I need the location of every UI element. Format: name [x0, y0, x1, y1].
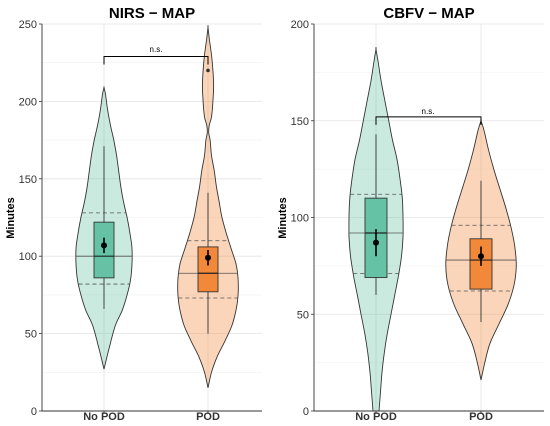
plot-area: 0 50 100 150 200: [291, 19, 544, 418]
plot-area: 0 50 100 150 200 250: [19, 19, 262, 418]
mean-point: [205, 254, 211, 261]
y-tick-label: 250: [19, 19, 37, 31]
x-tick-label-no-pod: No POD: [355, 411, 397, 423]
chart-title: CBFV − MAP: [383, 5, 474, 22]
y-tick-label: 100: [19, 251, 37, 263]
x-tick-label-pod: POD: [196, 411, 220, 423]
y-tick-label: 100: [291, 213, 309, 225]
y-tick-label: 200: [291, 19, 309, 31]
y-tick-label: 0: [31, 406, 37, 418]
y-tick-label: 50: [297, 309, 309, 321]
violin-group: [445, 119, 517, 381]
violin-group: [75, 86, 133, 370]
x-tick-label-pod: POD: [469, 411, 493, 423]
mean-point: [478, 253, 484, 260]
box: [197, 246, 219, 293]
chart-title: NIRS − MAP: [109, 5, 195, 22]
y-tick-label: 200: [19, 96, 37, 108]
chart-panel-cbfv-map: 0 50 100 150 200 CBFV − MAP Minutes No POD P…: [277, 5, 544, 423]
y-axis-label: Minutes: [5, 197, 17, 239]
mean-point: [101, 242, 107, 249]
violin-group: [348, 47, 404, 412]
significance-label: n.s.: [150, 45, 163, 54]
significance-bracket: [103, 56, 209, 65]
mean-point: [373, 239, 379, 246]
outlier-point: [206, 68, 210, 73]
y-axis-label: Minutes: [277, 197, 289, 239]
violin-group: [177, 25, 239, 388]
y-tick-label: 150: [19, 174, 37, 186]
significance-bracket: [375, 116, 482, 125]
significance-label: n.s.: [422, 107, 435, 116]
y-tick-label: 150: [291, 116, 309, 128]
y-tick-label: 0: [303, 406, 309, 418]
x-tick-label-no-pod: No POD: [83, 411, 125, 423]
chart-panel-nirs-map: 0 50 100 150 200 250 NIRS − MAP Minutes No PO…: [5, 5, 262, 423]
y-tick-label: 50: [25, 329, 37, 341]
